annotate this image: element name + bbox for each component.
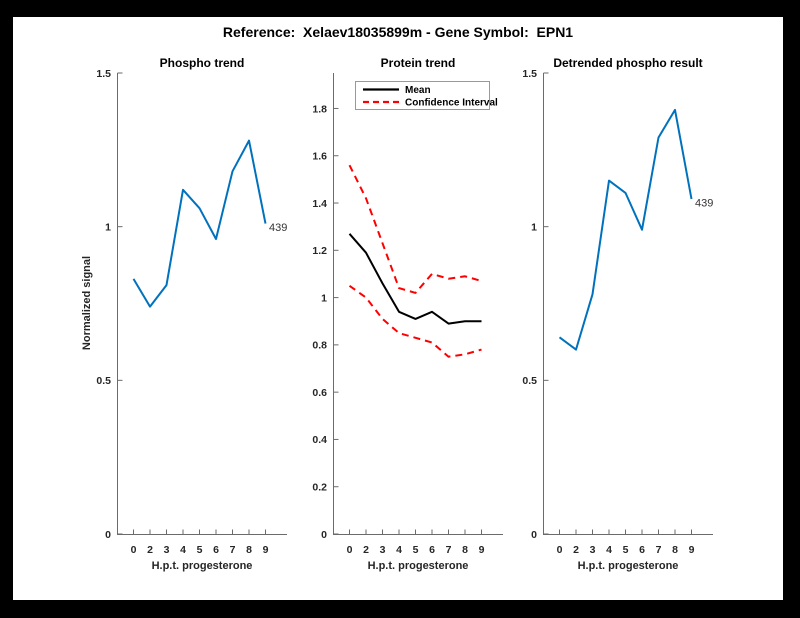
x-tick-label: 0 [557,544,563,556]
series-line-2 [348,284,482,358]
x-tick-label: 7 [446,544,452,556]
y-tick-label: 1.2 [312,245,327,257]
legend-entry-label: Mean [405,85,431,96]
legend-entry-label: Confidence Interval [405,98,498,109]
x-tick-label: 7 [656,544,662,556]
x-tick-label: 4 [396,544,402,556]
legend-box: Mean Confidence Interval [355,81,498,110]
y-tick-label: 1 [105,221,111,233]
x-tick-label: 6 [429,544,435,556]
x-axis-label-protein: H.p.t. progesterone [367,560,469,572]
y-tick-label: 1.5 [522,68,537,80]
y-tick-label: 1.4 [312,198,327,210]
x-axis-label-detrended: H.p.t. progesterone [577,560,679,572]
y-tick-label: 0 [321,529,327,541]
x-tick-label: 9 [689,544,695,556]
x-tick-label: 2 [573,544,579,556]
x-tick-label: 3 [590,544,596,556]
x-tick-label: 7 [230,544,236,556]
figure-canvas: Reference: Xelaev18035899m - Gene Symbol… [13,17,783,600]
x-axis-label-phospho: H.p.t. progesterone [151,560,253,572]
x-tick-label: 6 [213,544,219,556]
y-tick-label: 1 [531,221,537,233]
figure-title: Reference: Xelaev18035899m - Gene Symbol… [222,24,574,40]
series-line-1 [348,164,482,294]
series-line-0 [558,108,693,351]
chart-1: 00.20.40.60.811.21.41.61.80 2 3 4 5 6 7 8 9MeanC… [312,73,503,556]
x-tick-label: 5 [623,544,629,556]
x-tick-label: 8 [672,544,678,556]
x-tick-label: 0 [131,544,137,556]
y-tick-label: 0 [531,529,537,541]
y-tick-label: 1.8 [312,103,327,115]
x-tick-label: 3 [380,544,386,556]
legend-border [355,81,490,110]
x-tick-label: 8 [246,544,252,556]
peptide-annotation: 439 [269,222,287,234]
charts-svg: 00.511.50 2 3 4 5 6 7 8 943900.20.40.60.811.21.4… [96,68,713,556]
x-tick-label: 9 [263,544,269,556]
x-tick-label: 2 [147,544,153,556]
x-tick-label: 9 [479,544,485,556]
x-tick-label: 4 [180,544,186,556]
x-tick-label: 3 [164,544,170,556]
x-tick-label: 6 [639,544,645,556]
subplot-title-phospho-trend: Phospho trend [159,56,245,70]
x-tick-label: 2 [363,544,369,556]
y-tick-label: 1 [321,292,327,304]
x-tick-label: 5 [197,544,203,556]
y-tick-label: 0.5 [522,375,537,387]
x-tick-label: 0 [347,544,353,556]
y-tick-label: 0.6 [312,387,327,399]
subplot-title-protein-trend: Protein trend [380,56,456,70]
x-tick-label: 8 [462,544,468,556]
y-tick-label: 0.2 [312,482,327,494]
y-tick-label: 1.6 [312,151,327,163]
subplot-title-detrended-result: Detrended phospho result [553,56,703,70]
y-tick-label: 0 [105,529,111,541]
peptide-annotation: 439 [695,198,713,210]
series-line-0 [132,139,267,308]
y-tick-label: 1.5 [96,68,111,80]
x-tick-label: 5 [413,544,419,556]
y-tick-label: 0.4 [312,434,327,446]
x-tick-label: 4 [606,544,612,556]
series-line-0 [348,233,482,325]
y-tick-label: 0.8 [312,340,327,352]
y-tick-label: 0.5 [96,375,111,387]
